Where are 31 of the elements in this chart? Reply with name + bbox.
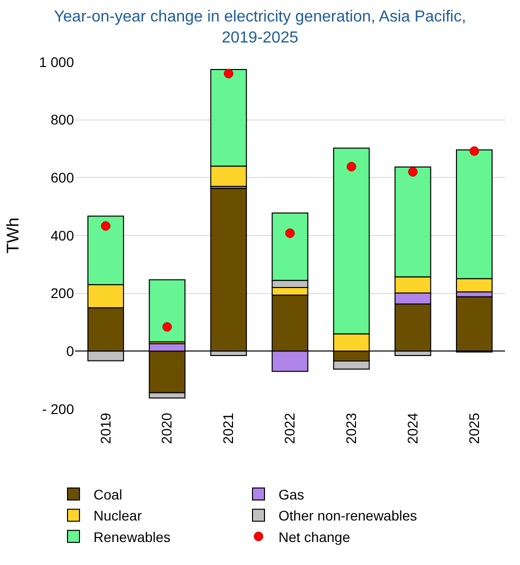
x-tick-label: 2019 <box>97 412 114 444</box>
legend-label: Gas <box>278 486 304 502</box>
y-tick-label: 400 <box>50 227 74 244</box>
y-tick-label: 600 <box>50 170 74 186</box>
y-tick-label: - 200 <box>42 400 74 417</box>
x-tick-label: 2020 <box>158 412 175 444</box>
legend-label: Renewables <box>94 528 171 545</box>
y-tick-label: 800 <box>50 112 74 128</box>
legend-label: Other non-renewables <box>278 508 418 524</box>
point <box>346 162 356 172</box>
x-tick-label: 2023 <box>342 412 359 444</box>
x-tick-label: 2024 <box>404 412 420 444</box>
bar <box>210 188 247 352</box>
legend-label: Coal <box>94 486 122 502</box>
y-tick-label: 0 <box>66 343 74 360</box>
y-tick-label: 1 000 <box>38 54 74 70</box>
x-tick-label: 2025 <box>466 412 482 444</box>
chart-title: Year-on-year change in electricity generation, Asia Pacific, 2019-2025 <box>54 8 466 46</box>
legend-label: Nuclear <box>94 508 142 524</box>
point <box>285 228 295 238</box>
x-tick-label: 2022 <box>282 412 298 444</box>
point <box>408 167 418 177</box>
point <box>470 146 480 156</box>
y-tick-label: 200 <box>50 285 74 302</box>
bar <box>456 296 493 352</box>
point <box>100 221 110 231</box>
legend-label: Net change <box>278 528 350 545</box>
y-axis-title: TWh <box>4 218 23 254</box>
point <box>162 322 172 332</box>
x-tick-label: 2021 <box>220 412 236 444</box>
point <box>224 68 234 78</box>
